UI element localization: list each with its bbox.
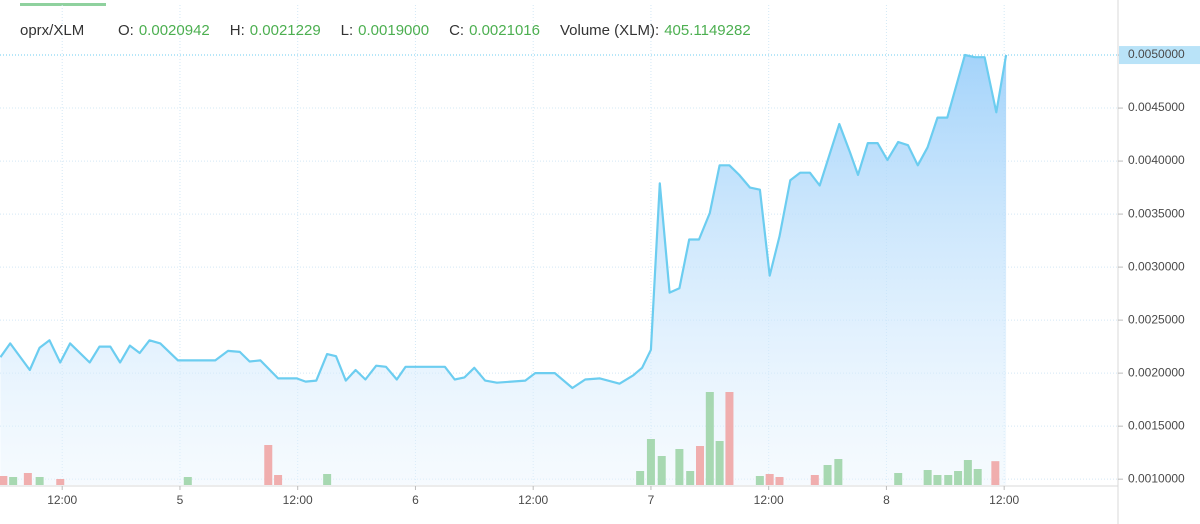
volume-bar — [274, 475, 283, 485]
volume-bar — [696, 446, 705, 485]
y-tick-label: 0.0050000 — [1128, 47, 1185, 61]
x-tick-label: 12:00 — [754, 493, 784, 507]
volume-bar — [823, 465, 832, 485]
volume-bar — [933, 475, 942, 485]
volume-bar — [657, 456, 666, 485]
volume-bar — [944, 475, 953, 485]
volume-bar — [715, 441, 724, 485]
y-tick-label: 0.0010000 — [1128, 471, 1185, 485]
symbol: oprx/XLM — [20, 22, 84, 39]
x-tick-label: 12:00 — [989, 493, 1019, 507]
ohlc-value: 0.0021016 — [469, 22, 540, 39]
volume-bar — [954, 471, 963, 485]
volume-bar — [0, 476, 8, 485]
x-tick-label: 5 — [177, 493, 184, 507]
y-tick-label: 0.0045000 — [1128, 100, 1185, 114]
y-tick-label: 0.0040000 — [1128, 153, 1185, 167]
volume-bar — [675, 449, 684, 485]
volume-bar — [56, 479, 65, 485]
ohlc-label: O: — [118, 22, 134, 39]
y-tick-label: 0.0020000 — [1128, 365, 1185, 379]
volume-bar — [963, 460, 972, 485]
volume-bar — [894, 473, 903, 485]
ohlc-label: C: — [449, 22, 464, 39]
x-tick-label: 12:00 — [47, 493, 77, 507]
ohlc-value: 0.0019000 — [358, 22, 429, 39]
price-line — [0, 53, 1008, 390]
x-tick-label: 8 — [883, 493, 890, 507]
volume-bar — [923, 470, 932, 485]
plot — [0, 53, 1118, 485]
volume-bar — [23, 473, 32, 485]
volume-bar — [973, 469, 982, 485]
volume-bar — [646, 439, 655, 485]
ohlc-value: 0.0020942 — [139, 22, 210, 39]
y-tick-label: 0.0030000 — [1128, 259, 1185, 273]
volume-bar — [35, 477, 44, 485]
y-tick-label: 0.0025000 — [1128, 312, 1185, 326]
volume-bar — [183, 477, 192, 485]
ohlc-label: L: — [341, 22, 354, 39]
axes: 12:00 5 12:00 6 12:00 7 12:00 8 12:00 0.0010000 0.… — [47, 46, 1200, 507]
ohlc-label: Volume (XLM): — [560, 22, 659, 39]
last-price-box — [1119, 46, 1200, 65]
volume-bar — [725, 392, 734, 485]
volume-bar — [686, 471, 695, 485]
x-tick-label: 12:00 — [518, 493, 548, 507]
header: oprx/XLM O: 0.0020942 H: 0.0021229 L: 0.001900… — [20, 22, 751, 39]
volume-bar — [636, 471, 645, 485]
tab-indicator — [20, 3, 106, 6]
volume-bar — [323, 474, 332, 485]
volume-bar — [264, 445, 273, 485]
ohlc-value: 0.0021229 — [250, 22, 321, 39]
volume-bar — [755, 476, 764, 485]
x-tick-label: 7 — [648, 493, 655, 507]
volume-bar — [834, 459, 843, 485]
y-tick-label: 0.0015000 — [1128, 418, 1185, 432]
volume-bar — [810, 475, 819, 485]
price-area — [0, 55, 1007, 485]
y-tick-label: 0.0035000 — [1128, 206, 1185, 220]
ohlc-value: 405.1149282 — [664, 22, 750, 39]
x-tick-label: 6 — [412, 493, 419, 507]
volume-bar — [991, 461, 1000, 485]
ohlc-label: H: — [230, 22, 245, 39]
volume-bar — [765, 474, 774, 485]
volume-bar — [705, 392, 714, 485]
volume-bar — [775, 477, 784, 485]
x-tick-label: 12:00 — [283, 493, 313, 507]
volume-bar — [9, 477, 18, 485]
